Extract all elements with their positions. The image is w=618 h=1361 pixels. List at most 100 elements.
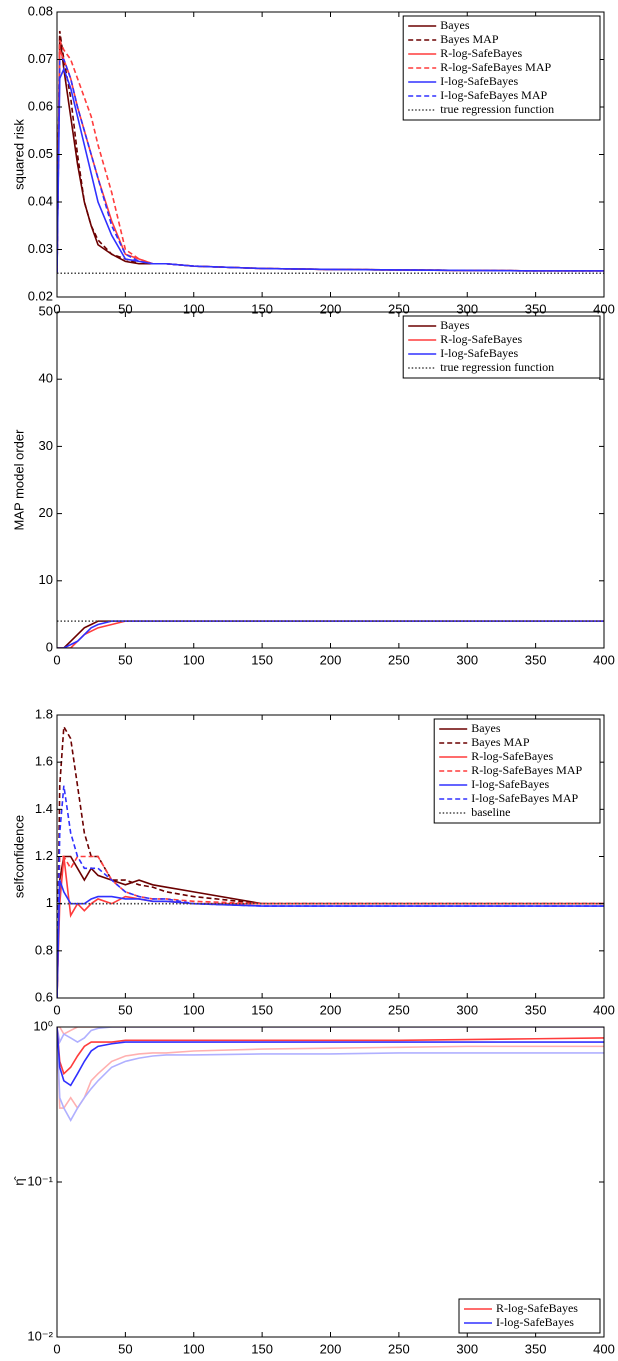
y-axis-label: squared risk (11, 119, 26, 190)
x-tick-label: 100 (183, 1002, 205, 1017)
legend-label: R-log-SafeBayes (471, 749, 553, 763)
legend-label: Bayes MAP (440, 32, 499, 46)
legend-label: baseline (471, 805, 510, 819)
x-tick-label: 150 (251, 652, 273, 667)
legend-label: I-log-SafeBayes MAP (471, 791, 578, 805)
legend-label: I-log-SafeBayes (440, 74, 518, 88)
x-tick-label: 400 (593, 652, 615, 667)
y-tick-label: 0.05 (28, 146, 53, 161)
legend-label: R-log-SafeBayes (440, 332, 522, 346)
x-tick-label: 350 (525, 652, 547, 667)
y-tick-label: 1.6 (35, 754, 53, 769)
legend-label: I-log-SafeBayes MAP (440, 88, 547, 102)
series-line (57, 724, 604, 998)
x-tick-label: 50 (118, 652, 132, 667)
y-tick-label: 1 (46, 895, 53, 910)
x-tick-label: 100 (183, 1341, 205, 1356)
y-tick-label: 30 (39, 438, 53, 453)
legend-label: I-log-SafeBayes (496, 1315, 574, 1329)
y-tick-label: 50 (39, 303, 53, 318)
legend-label: Bayes (440, 318, 470, 332)
x-tick-label: 400 (593, 1002, 615, 1017)
series-line (57, 855, 604, 998)
x-tick-label: 0 (53, 301, 60, 316)
x-tick-label: 100 (183, 301, 205, 316)
x-tick-label: 50 (118, 1341, 132, 1356)
legend-label: R-log-SafeBayes (440, 46, 522, 60)
y-axis-label: η̂ (11, 1175, 26, 1185)
legend-label: Bayes MAP (471, 735, 530, 749)
legend-label: true regression function (440, 102, 554, 116)
y-tick-label: 0.04 (28, 193, 53, 208)
y-tick-label: 0.06 (28, 98, 53, 113)
x-tick-label: 150 (251, 1002, 273, 1017)
legend-label: R-log-SafeBayes (496, 1301, 578, 1315)
series-line (57, 1027, 604, 1036)
x-tick-label: 300 (456, 301, 478, 316)
x-tick-label: 200 (320, 1341, 342, 1356)
x-tick-label: 150 (251, 301, 273, 316)
y-tick-label: 0.07 (28, 51, 53, 66)
y-tick-label: 0.02 (28, 288, 53, 303)
series-line (57, 879, 604, 998)
x-tick-label: 300 (456, 1002, 478, 1017)
legend-label: Bayes (471, 721, 501, 735)
x-tick-label: 200 (320, 1002, 342, 1017)
x-tick-label: 250 (388, 301, 410, 316)
x-tick-label: 250 (388, 652, 410, 667)
x-tick-label: 250 (388, 1002, 410, 1017)
y-tick-label: 0.8 (35, 942, 53, 957)
x-tick-label: 350 (525, 1341, 547, 1356)
x-tick-label: 0 (53, 652, 60, 667)
legend-label: R-log-SafeBayes MAP (471, 763, 582, 777)
x-tick-label: 200 (320, 301, 342, 316)
series-line (57, 1027, 604, 1087)
y-tick-label: 10⁰ (33, 1018, 53, 1033)
y-tick-label: 0.03 (28, 241, 53, 256)
x-tick-label: 250 (388, 1341, 410, 1356)
series-line (57, 1027, 604, 1110)
series-line (57, 66, 604, 274)
legend-box (458, 1298, 601, 1334)
y-tick-label: 0.6 (35, 989, 53, 1004)
series-line (57, 1027, 604, 1076)
y-tick-label: 1.8 (35, 706, 53, 721)
y-axis-label: MAP model order (11, 429, 26, 531)
x-tick-label: 0 (53, 1002, 60, 1017)
y-tick-label: 10⁻¹ (27, 1173, 53, 1188)
series-line (57, 58, 604, 274)
legend-label: Bayes (440, 18, 470, 32)
x-tick-label: 50 (118, 301, 132, 316)
y-tick-label: 1.4 (35, 801, 53, 816)
y-axis-label: selfconfidence (11, 815, 26, 898)
y-tick-label: 40 (39, 371, 53, 386)
x-tick-label: 300 (456, 652, 478, 667)
legend-label: true regression function (440, 360, 554, 374)
legend-label: R-log-SafeBayes MAP (440, 60, 551, 74)
series-line (57, 1027, 604, 1045)
y-tick-label: 10⁻² (27, 1328, 53, 1343)
x-tick-label: 350 (525, 1002, 547, 1017)
x-tick-label: 300 (456, 1341, 478, 1356)
y-tick-label: 20 (39, 505, 53, 520)
series-line (57, 40, 604, 274)
x-tick-label: 400 (593, 301, 615, 316)
axes-box (56, 1026, 605, 1338)
legend-label: I-log-SafeBayes (440, 346, 518, 360)
x-tick-label: 50 (118, 1002, 132, 1017)
x-tick-label: 350 (525, 301, 547, 316)
x-tick-label: 100 (183, 652, 205, 667)
y-tick-label: 10 (39, 572, 53, 587)
series-line (57, 785, 604, 998)
y-tick-label: 1.2 (35, 848, 53, 863)
x-tick-label: 400 (593, 1341, 615, 1356)
legend-label: I-log-SafeBayes (471, 777, 549, 791)
x-tick-label: 200 (320, 652, 342, 667)
series-line (57, 855, 604, 998)
y-tick-label: 0.08 (28, 3, 53, 18)
series-line (57, 856, 604, 998)
series-line (57, 1027, 604, 1122)
x-tick-label: 150 (251, 1341, 273, 1356)
legend-box (433, 718, 601, 824)
